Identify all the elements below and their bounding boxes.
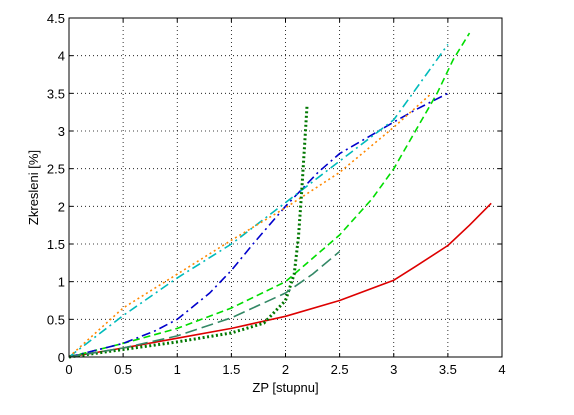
y-tick-label: 1 bbox=[58, 275, 65, 290]
x-tick-label: 2.5 bbox=[331, 362, 349, 377]
grid bbox=[69, 18, 502, 357]
x-tick-label: 1 bbox=[174, 362, 181, 377]
series-line-7 bbox=[68, 250, 341, 358]
x-axis-label: ZP [stupnu] bbox=[252, 380, 318, 395]
x-tick-label: 2 bbox=[282, 362, 289, 377]
y-tick-label: 4 bbox=[58, 49, 65, 64]
x-tick-label: 4 bbox=[498, 362, 505, 377]
x-tick-label: 1.5 bbox=[222, 362, 240, 377]
series-line-1 bbox=[68, 202, 492, 358]
ticks: 0 0.5 1 1.5 2 2.5 3 3.5 4 0 0.5 1 1.5 2 2.5 3 3.5 4 4.5 bbox=[47, 11, 506, 377]
series-line-2 bbox=[68, 32, 471, 358]
series-line-6 bbox=[68, 104, 309, 359]
x-tick-label: 3.5 bbox=[439, 362, 457, 377]
y-tick-label: 2 bbox=[58, 199, 65, 214]
y-tick-label: 3.5 bbox=[47, 86, 65, 101]
y-axis-label: Zkresleni [%] bbox=[26, 150, 41, 225]
x-tick-label: 3 bbox=[390, 362, 397, 377]
y-tick-label: 1.5 bbox=[47, 237, 65, 252]
x-tick-label: 0.5 bbox=[114, 362, 132, 377]
y-tick-label: 0.5 bbox=[47, 312, 65, 327]
y-tick-label: 2.5 bbox=[47, 162, 65, 177]
y-tick-label: 3 bbox=[58, 124, 65, 139]
x-tick-label: 0 bbox=[65, 362, 72, 377]
y-tick-label: 0 bbox=[58, 350, 65, 365]
series-layer bbox=[68, 32, 492, 359]
series-line-3 bbox=[68, 92, 449, 358]
y-tick-label: 4.5 bbox=[47, 11, 65, 26]
series-line-4 bbox=[68, 43, 449, 358]
